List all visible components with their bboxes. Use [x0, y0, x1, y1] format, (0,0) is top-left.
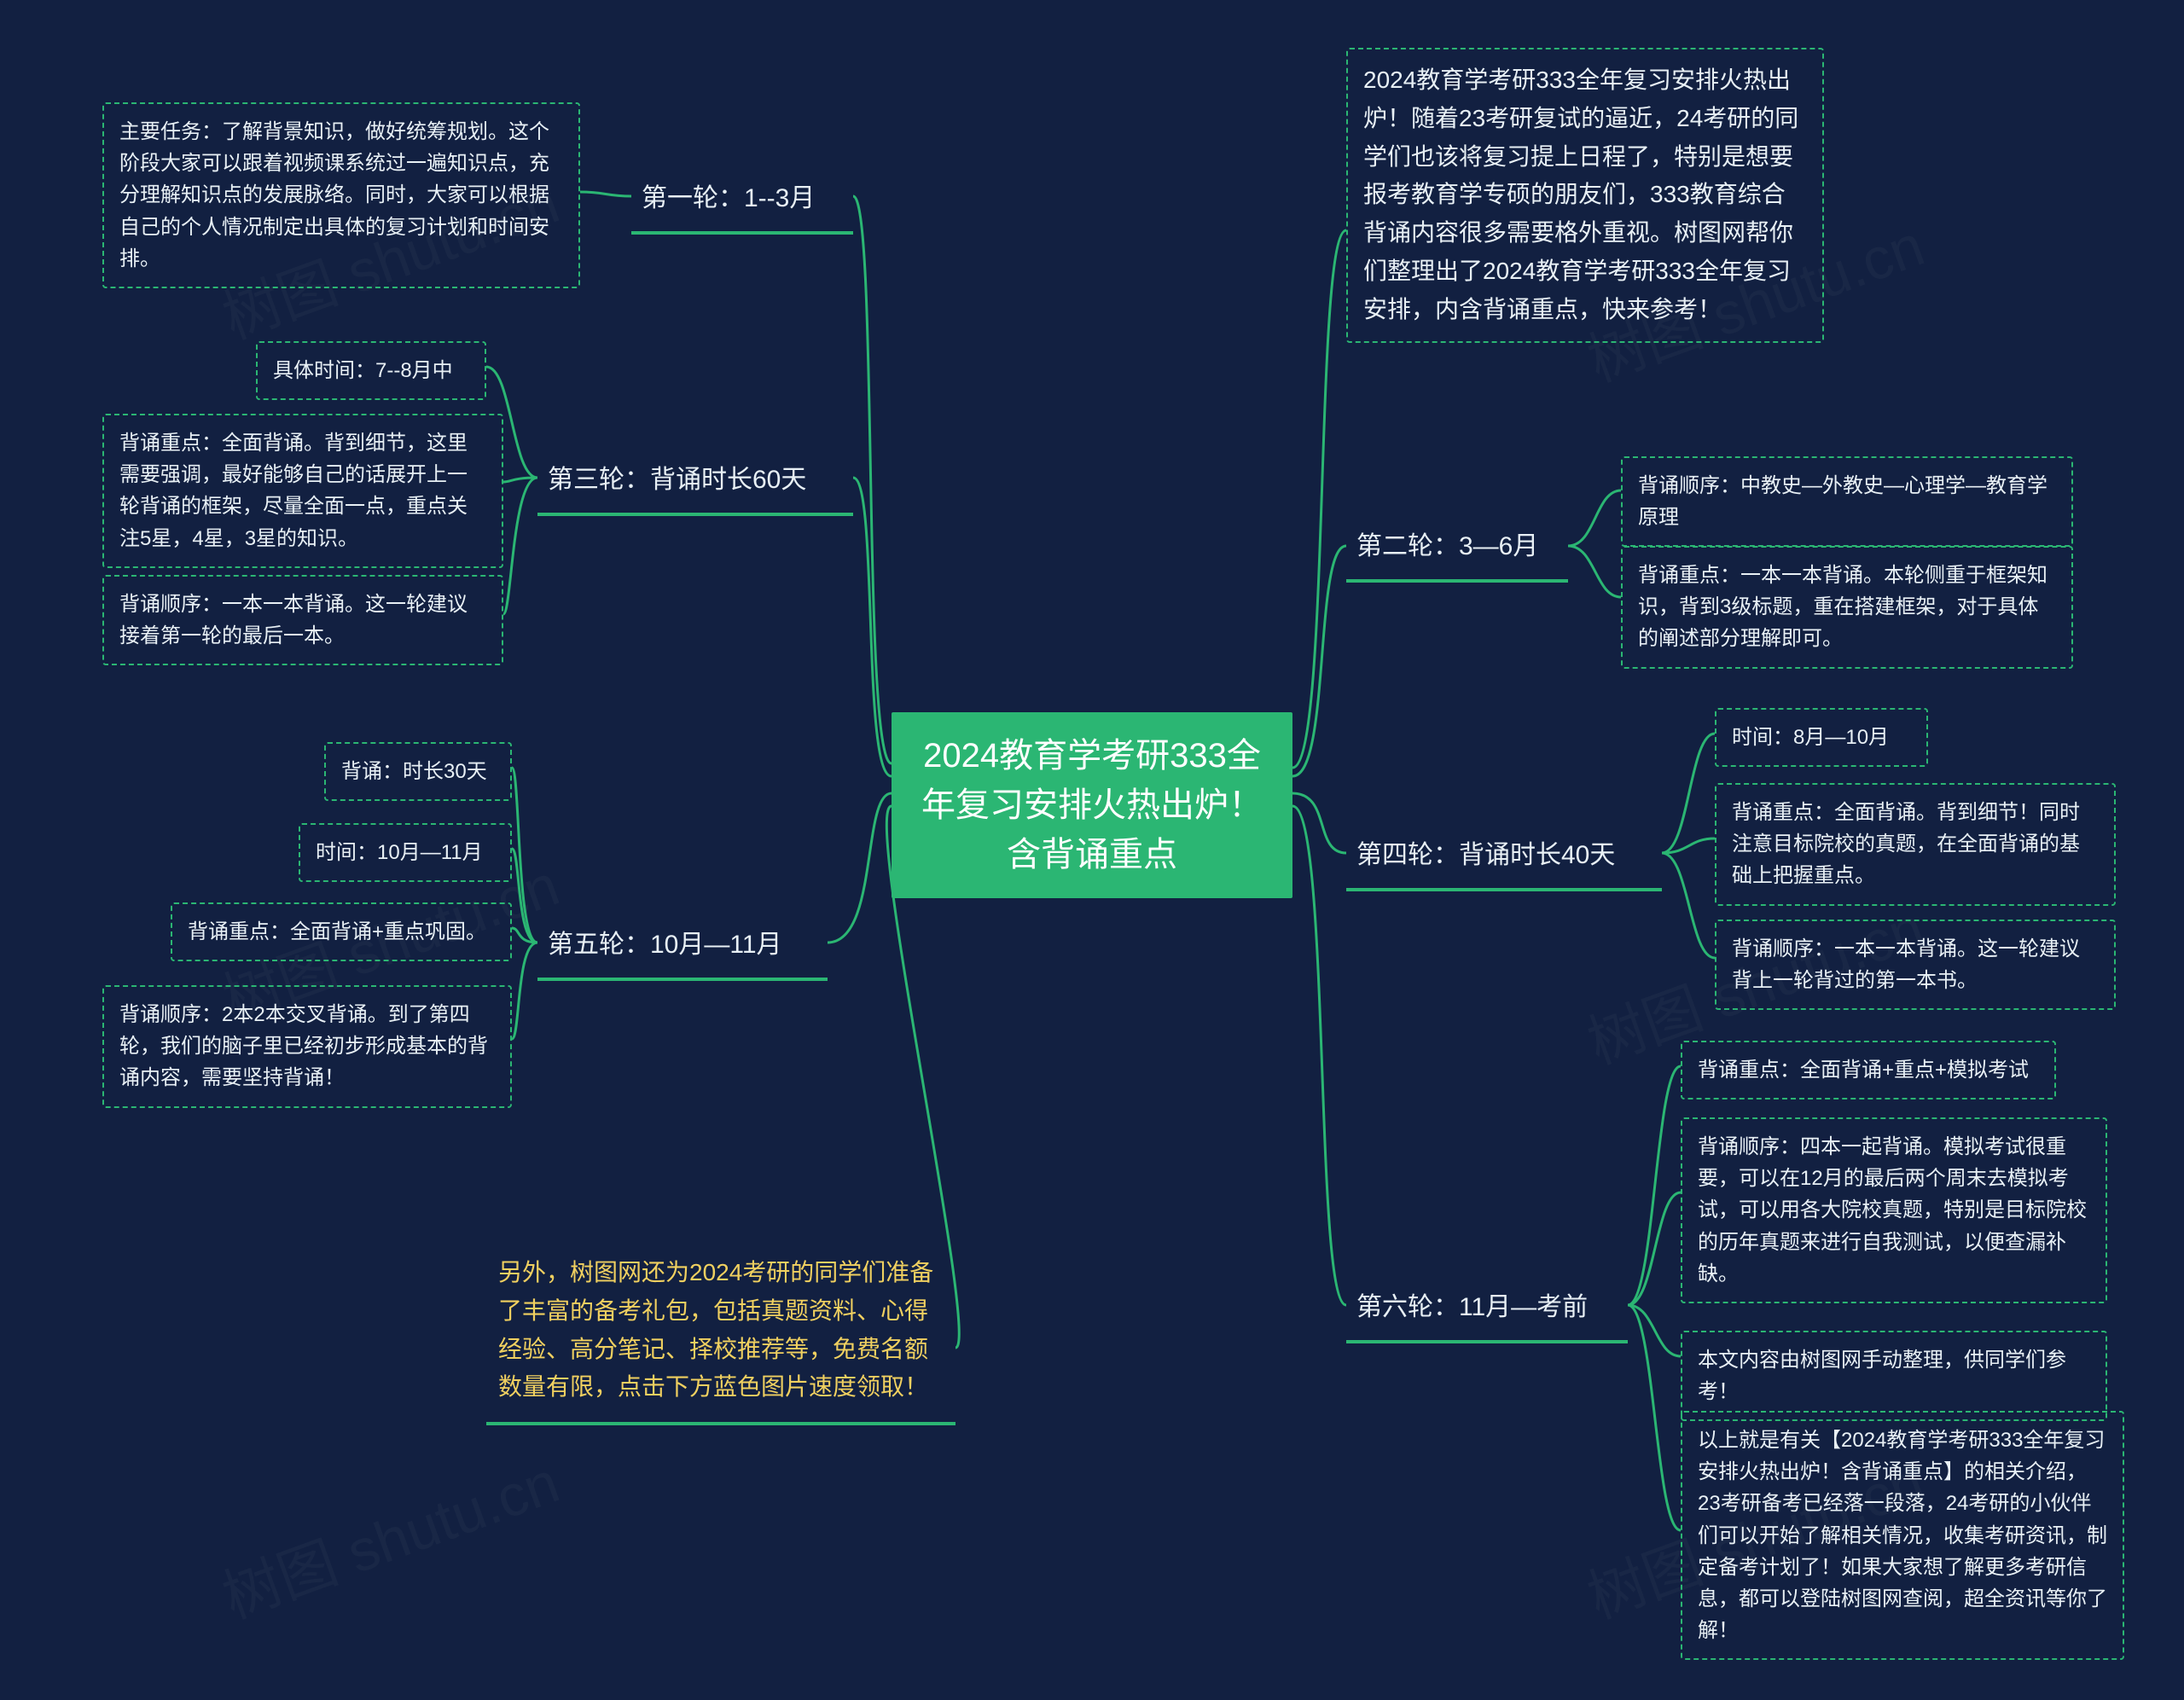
leaf-r6-source: 本文内容由树图网手动整理，供同学们参考！ [1681, 1331, 2107, 1421]
branch-round5[interactable]: 第五轮：10月—11月 [537, 917, 828, 981]
branch-round3[interactable]: 第三轮：背诵时长60天 [537, 452, 853, 516]
leaf-r2-order: 背诵顺序：中教史—外教史—心理学—教育学原理 [1621, 456, 2073, 547]
leaf-r3-focus: 背诵重点：全面背诵。背到细节，这里需要强调，最好能够自己的话展开上一轮背诵的框架… [102, 414, 503, 568]
leaf-r1-task: 主要任务：了解背景知识，做好统筹规划。这个阶段大家可以跟着视频课系统过一遍知识点… [102, 102, 580, 288]
leaf-r4-focus: 背诵重点：全面背诵。背到细节！同时注意目标院校的真题，在全面背诵的基础上把握重点… [1715, 783, 2116, 906]
leaf-r5-time: 时间：10月—11月 [299, 823, 512, 882]
leaf-r4-order: 背诵顺序：一本一本背诵。这一轮建议背上一轮背过的第一本书。 [1715, 920, 2116, 1010]
leaf-r3-time: 具体时间：7--8月中 [256, 341, 486, 400]
intro-box: 2024教育学考研333全年复习安排火热出炉！随着23考研复试的逼近，24考研的… [1346, 48, 1824, 343]
leaf-r3-order: 背诵顺序：一本一本背诵。这一轮建议接着第一轮的最后一本。 [102, 575, 503, 665]
leaf-r5-order: 背诵顺序：2本2本交叉背诵。到了第四轮，我们的脑子里已经初步形成基本的背诵内容，… [102, 985, 512, 1108]
branch-round6[interactable]: 第六轮：11月—考前 [1346, 1279, 1628, 1343]
leaf-r6-focus: 背诵重点：全面背诵+重点+模拟考试 [1681, 1041, 2056, 1099]
leaf-r5-focus: 背诵重点：全面背诵+重点巩固。 [171, 902, 512, 961]
leaf-r4-time: 时间：8月—10月 [1715, 708, 1928, 767]
leaf-r2-focus: 背诵重点：一本一本背诵。本轮侧重于框架知识，背到3级标题，重在搭建框架，对于具体… [1621, 546, 2073, 669]
branch-round4[interactable]: 第四轮：背诵时长40天 [1346, 827, 1662, 891]
branch-round2[interactable]: 第二轮：3—6月 [1346, 519, 1568, 583]
leaf-r5-duration: 背诵：时长30天 [324, 742, 512, 801]
watermark: 树图 shutu.cn [209, 1436, 568, 1635]
leaf-r6-order: 背诵顺序：四本一起背诵。模拟考试很重要，可以在12月的最后两个周末去模拟考试，可… [1681, 1117, 2107, 1303]
promo-box[interactable]: 另外，树图网还为2024考研的同学们准备了丰富的备考礼包，包括真题资料、心得经验… [486, 1245, 956, 1425]
branch-round1[interactable]: 第一轮：1--3月 [631, 171, 853, 235]
mindmap-center[interactable]: 2024教育学考研333全年复习安排火热出炉！含背诵重点 [892, 712, 1292, 898]
leaf-r6-summary: 以上就是有关【2024教育学考研333全年复习安排火热出炉！含背诵重点】的相关介… [1681, 1411, 2124, 1660]
